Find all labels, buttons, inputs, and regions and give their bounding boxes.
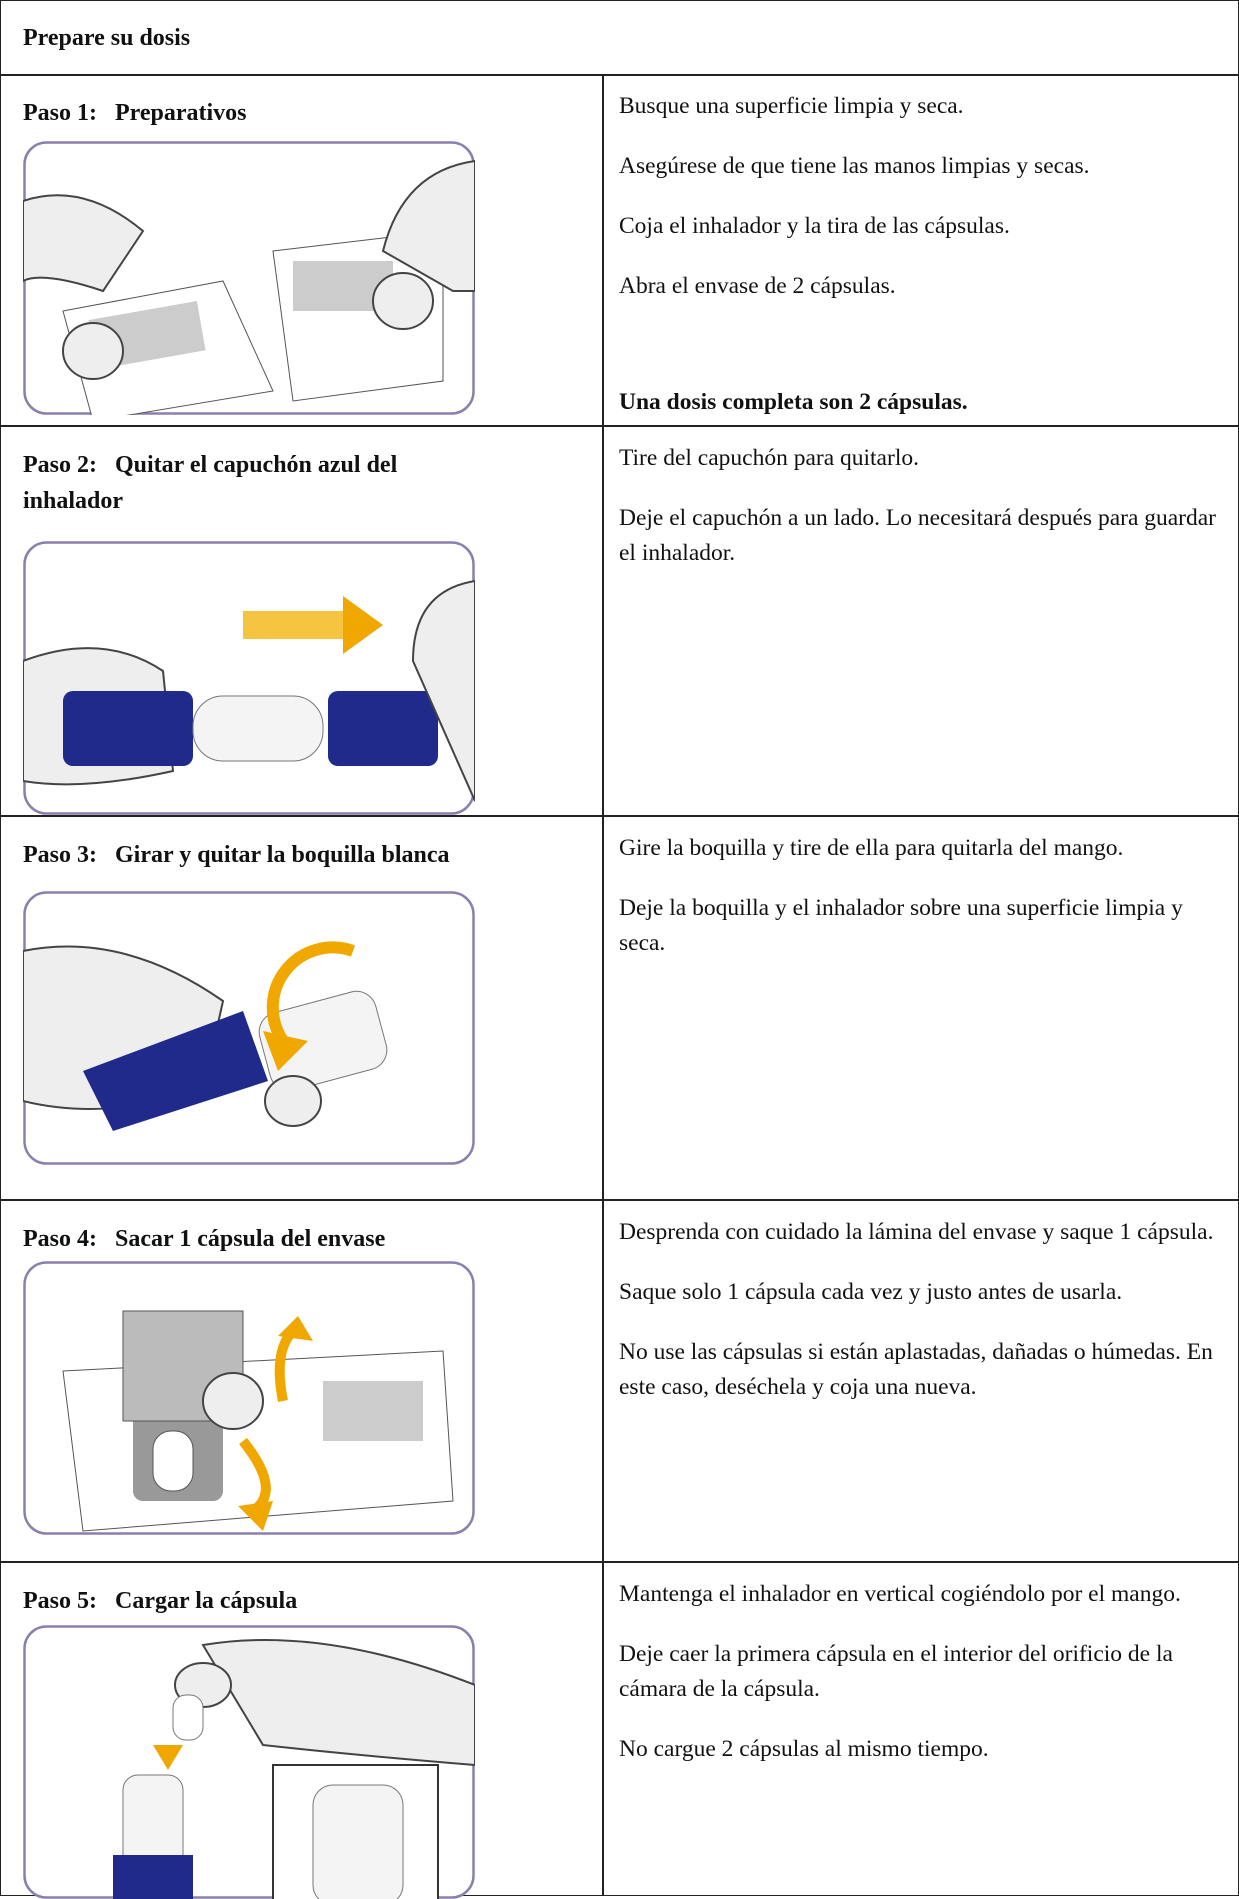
step-cell: Paso 5: Cargar la cápsula [0, 1562, 604, 1899]
instruction: Mantenga el inhalador en vertical cogién… [619, 1581, 1181, 1607]
step-cell: Paso 4: Sacar 1 cápsula del envase [0, 1200, 604, 1562]
instruction: Deje la boquilla y el inhalador sobre un… [619, 895, 1183, 956]
instruction: Abra el envase de 2 cápsulas. [619, 273, 896, 299]
step-title: Paso 3: Girar y quitar la boquilla blanc… [23, 842, 450, 868]
instructions: Gire la boquilla y tire de ella para qui… [619, 831, 1224, 986]
instructions: Desprenda con cuidado la lámina del enva… [619, 1215, 1224, 1430]
instruction: Busque una superficie limpia y seca. [619, 93, 964, 119]
step-illustration [23, 141, 475, 415]
instruction-note: Una dosis completa son 2 cápsulas. [619, 389, 968, 415]
instruction-cell: Tire del capuchón para quitarlo. Deje el … [602, 426, 1239, 816]
step-title: Paso 2: Quitar el capuchón azul del inha… [23, 452, 404, 514]
step-cell: Paso 2: Quitar el capuchón azul del inha… [0, 426, 604, 816]
header-cell: Prepare su dosis [0, 0, 1239, 76]
instructions: Busque una superficie limpia y seca. Aseg… [619, 89, 1224, 329]
instruction: Asegúrese de que tiene las manos limpias… [619, 153, 1090, 179]
step-illustration [23, 1261, 475, 1535]
instruction-cell: Gire la boquilla y tire de ella para qui… [602, 816, 1239, 1200]
instruction: Coja el inhalador y la tira de las cápsu… [619, 213, 1010, 239]
step-title: Paso 4: Sacar 1 cápsula del envase [23, 1226, 386, 1252]
instruction: Desprenda con cuidado la lámina del enva… [619, 1219, 1214, 1245]
instruction-cell: Desprenda con cuidado la lámina del enva… [602, 1200, 1239, 1562]
instruction: Tire del capuchón para quitarlo. [619, 445, 919, 471]
step-cell: Paso 3: Girar y quitar la boquilla blanc… [0, 816, 604, 1200]
instruction-cell: Mantenga el inhalador en vertical cogién… [602, 1562, 1239, 1896]
step-title: Paso 5: Cargar la cápsula [23, 1588, 298, 1614]
step-title: Paso 1: Preparativos [23, 100, 247, 126]
instruction: Deje caer la primera cápsula en el inter… [619, 1641, 1173, 1702]
step-cell: Paso 1: Preparativos [0, 74, 604, 426]
instruction: Deje el capuchón a un lado. Lo necesitar… [619, 505, 1217, 566]
step-illustration [23, 1625, 475, 1899]
instructions: Tire del capuchón para quitarlo. Deje el … [619, 441, 1224, 596]
step-illustration [23, 541, 475, 815]
instruction: Gire la boquilla y tire de ella para qui… [619, 835, 1124, 861]
header-title: Prepare su dosis [23, 25, 191, 51]
instruction: No use las cápsulas si están aplastadas,… [619, 1339, 1213, 1400]
instruction: Saque solo 1 cápsula cada vez y justo an… [619, 1279, 1123, 1305]
instructions: Mantenga el inhalador en vertical cogién… [619, 1577, 1224, 1792]
instruction-cell: Busque una superficie limpia y seca. Aseg… [602, 74, 1239, 426]
step-illustration [23, 891, 475, 1165]
instruction: No cargue 2 cápsulas al mismo tiempo. [619, 1736, 989, 1762]
